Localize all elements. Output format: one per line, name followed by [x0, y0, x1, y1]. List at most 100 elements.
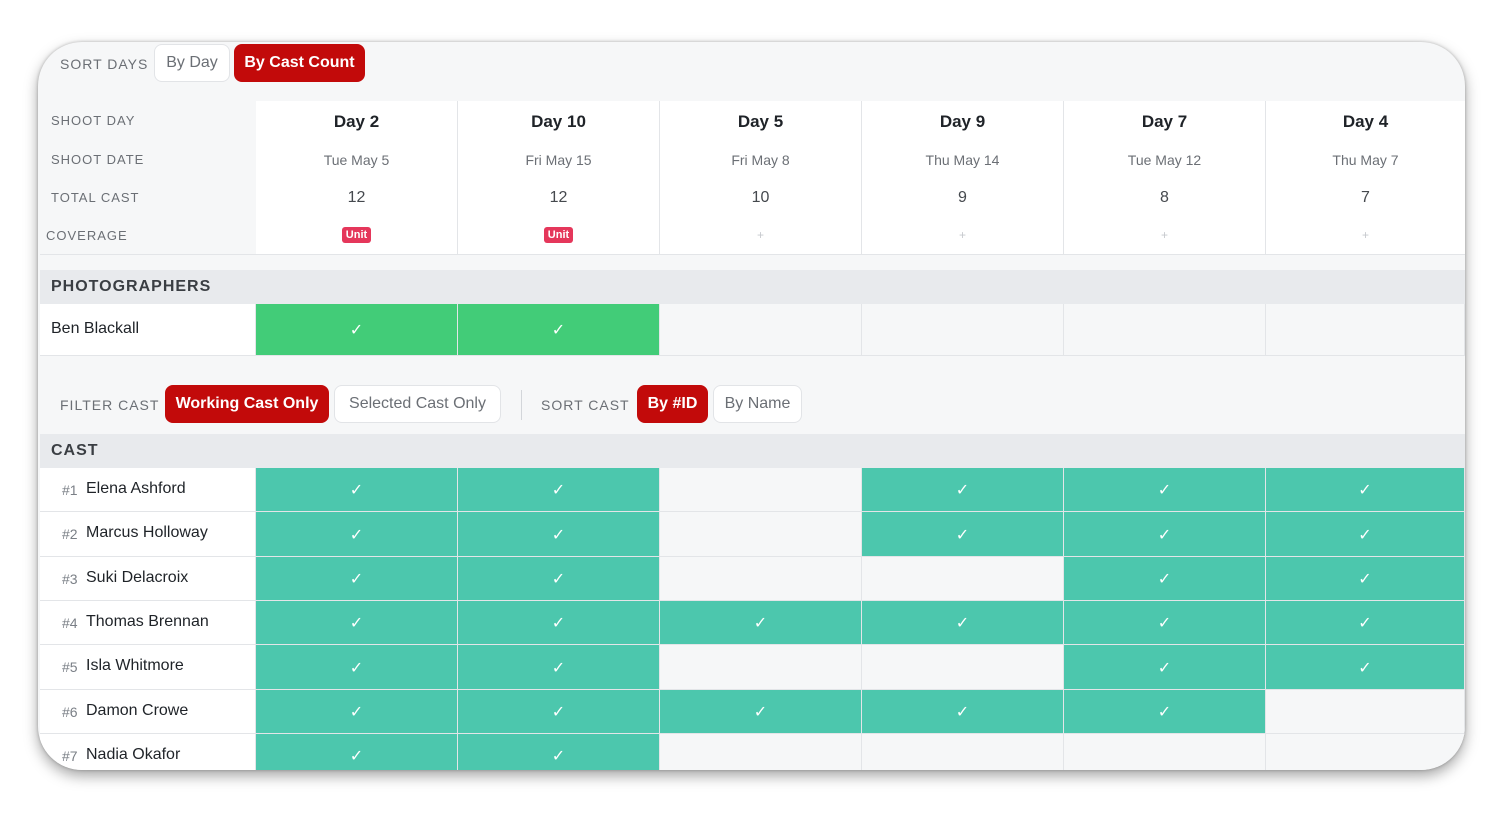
cast-day-cell-checked[interactable]: ✓ — [458, 601, 660, 645]
check-icon: ✓ — [551, 748, 566, 765]
cast-day-cell-checked[interactable]: ✓ — [660, 601, 862, 645]
sort-by-day-button[interactable]: By Day — [154, 44, 230, 82]
add-coverage-icon[interactable]: + — [756, 228, 764, 242]
cast-day-cell-checked[interactable]: ✓ — [1064, 690, 1266, 734]
cast-day-cell-checked[interactable]: ✓ — [1064, 601, 1266, 645]
cast-day-cell-checked[interactable]: ✓ — [862, 512, 1064, 557]
cast-day-cell-checked[interactable]: ✓ — [458, 512, 660, 557]
cast-day-cell-empty[interactable] — [660, 734, 862, 770]
cast-day-cell-checked[interactable]: ✓ — [256, 468, 458, 512]
check-icon: ✓ — [551, 659, 566, 677]
cast-row[interactable]: #1 Elena Ashford — [40, 468, 256, 512]
cast-day-cell-checked[interactable]: ✓ — [256, 734, 458, 770]
day-date: Tue May 12 — [1127, 152, 1202, 168]
cast-id: #2 — [62, 526, 78, 542]
check-icon: ✓ — [955, 482, 970, 499]
cast-day-cell-checked[interactable]: ✓ — [862, 468, 1064, 512]
cast-day-cell-checked[interactable]: ✓ — [1064, 645, 1266, 690]
cast-day-cell-checked[interactable]: ✓ — [1266, 468, 1465, 512]
cast-day-cell-empty[interactable] — [862, 557, 1064, 601]
check-icon: ✓ — [349, 615, 364, 632]
cast-day-cell-checked[interactable]: ✓ — [458, 734, 660, 770]
cast-day-cell-empty[interactable] — [660, 512, 862, 557]
cast-day-cell-empty[interactable] — [862, 645, 1064, 690]
cast-row[interactable]: #2 Marcus Holloway — [40, 512, 256, 557]
photographer-day-cell-checked[interactable]: ✓ — [256, 304, 458, 355]
cast-day-cell-checked[interactable]: ✓ — [1266, 512, 1465, 557]
row-divider — [40, 600, 1465, 601]
cast-day-cell-empty[interactable] — [660, 645, 862, 690]
cast-id: #3 — [62, 571, 78, 587]
cast-row[interactable]: #5 Isla Whitmore — [40, 645, 256, 690]
day-column-header[interactable]: Day 2 Tue May 5 12 Unit — [256, 101, 458, 254]
unit-badge[interactable]: Unit — [543, 227, 574, 243]
check-icon: ✓ — [349, 482, 364, 499]
photographer-row[interactable]: Ben Blackall — [40, 304, 256, 355]
check-icon: ✓ — [1358, 571, 1372, 588]
cast-day-cell-checked[interactable]: ✓ — [1266, 557, 1465, 601]
sort-days-label: SORT DAYS — [60, 56, 149, 72]
photographer-day-cell-empty[interactable] — [1266, 304, 1465, 355]
total-cast-label: TOTAL CAST — [51, 190, 140, 205]
row-divider — [40, 689, 1465, 690]
cast-day-cell-empty[interactable] — [660, 557, 862, 601]
check-icon: ✓ — [551, 526, 566, 544]
day-column-header[interactable]: Day 4 Thu May 7 7 + — [1266, 101, 1465, 254]
cast-day-cell-checked[interactable]: ✓ — [1064, 512, 1266, 557]
cast-day-cell-checked[interactable]: ✓ — [862, 601, 1064, 645]
day-total-cast: 12 — [549, 189, 568, 206]
sort-by-id-button[interactable]: By #ID — [637, 385, 708, 423]
cast-id: #4 — [62, 615, 78, 631]
photographer-day-cell-empty[interactable] — [1064, 304, 1266, 355]
day-column-header[interactable]: Day 10 Fri May 15 12 Unit — [458, 101, 660, 254]
cast-name: Isla Whitmore — [86, 657, 184, 674]
cast-row[interactable]: #6 Damon Crowe — [40, 690, 256, 734]
add-coverage-icon[interactable]: + — [958, 228, 966, 242]
add-coverage-icon[interactable]: + — [1361, 228, 1369, 242]
cast-day-cell-checked[interactable]: ✓ — [458, 557, 660, 601]
photographer-day-cell-empty[interactable] — [660, 304, 862, 355]
cast-day-cell-checked[interactable]: ✓ — [1064, 557, 1266, 601]
check-icon: ✓ — [1358, 482, 1372, 499]
cast-day-cell-checked[interactable]: ✓ — [256, 645, 458, 690]
day-column-header[interactable]: Day 5 Fri May 8 10 + — [660, 101, 862, 254]
cast-day-cell-empty[interactable] — [1064, 734, 1266, 770]
cast-day-cell-checked[interactable]: ✓ — [458, 690, 660, 734]
add-coverage-icon[interactable]: + — [1160, 228, 1168, 242]
cast-day-cell-checked[interactable]: ✓ — [458, 645, 660, 690]
row-divider — [40, 511, 1465, 512]
photographer-day-cell-checked[interactable]: ✓ — [458, 304, 660, 355]
day-column-header[interactable]: Day 7 Tue May 12 8 + — [1064, 101, 1266, 254]
cast-day-cell-checked[interactable]: ✓ — [1064, 468, 1266, 512]
working-cast-only-button[interactable]: Working Cast Only — [165, 385, 329, 423]
cast-day-cell-checked[interactable]: ✓ — [1266, 645, 1465, 690]
selected-cast-only-button[interactable]: Selected Cast Only — [334, 385, 501, 423]
check-icon: ✓ — [551, 482, 566, 499]
day-name: Day 9 — [939, 112, 986, 131]
cast-day-cell-empty[interactable] — [1266, 734, 1465, 770]
cast-day-cell-empty[interactable] — [862, 734, 1064, 770]
photographer-day-cell-empty[interactable] — [862, 304, 1064, 355]
photographers-title: PHOTOGRAPHERS — [51, 278, 212, 295]
cast-row[interactable]: #4 Thomas Brennan — [40, 601, 256, 645]
unit-badge[interactable]: Unit — [341, 227, 372, 243]
cast-day-cell-checked[interactable]: ✓ — [256, 690, 458, 734]
day-column-header[interactable]: Day 9 Thu May 14 9 + — [862, 101, 1064, 254]
sort-by-name-button[interactable]: By Name — [713, 385, 802, 423]
sort-by-cast-count-button[interactable]: By Cast Count — [234, 44, 365, 82]
cast-id: #5 — [62, 659, 78, 675]
check-icon: ✓ — [349, 704, 364, 721]
cast-name: Marcus Holloway — [86, 524, 208, 541]
cast-day-cell-checked[interactable]: ✓ — [862, 690, 1064, 734]
cast-day-cell-checked[interactable]: ✓ — [458, 468, 660, 512]
cast-day-cell-empty[interactable] — [660, 468, 862, 512]
cast-day-cell-empty[interactable] — [1266, 690, 1465, 734]
cast-day-cell-checked[interactable]: ✓ — [256, 512, 458, 557]
cast-row[interactable]: #7 Nadia Okafor — [40, 734, 256, 770]
cast-row[interactable]: #3 Suki Delacroix — [40, 557, 256, 601]
cast-day-cell-checked[interactable]: ✓ — [256, 601, 458, 645]
cast-day-cell-checked[interactable]: ✓ — [660, 690, 862, 734]
cast-name: Damon Crowe — [86, 702, 189, 719]
cast-day-cell-checked[interactable]: ✓ — [1266, 601, 1465, 645]
cast-day-cell-checked[interactable]: ✓ — [256, 557, 458, 601]
